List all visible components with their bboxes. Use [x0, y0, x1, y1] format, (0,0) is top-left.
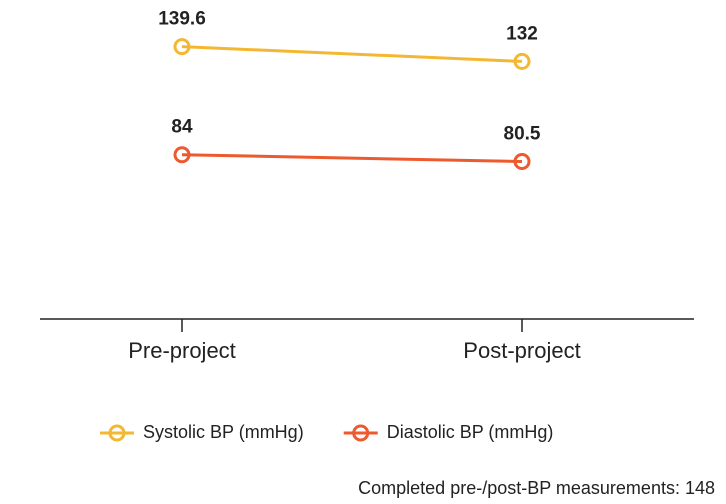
- data-label: 84: [171, 117, 193, 138]
- legend-label: Systolic BP (mmHg): [143, 422, 304, 442]
- legend-marker: [352, 424, 370, 442]
- point: [513, 52, 531, 70]
- point: [173, 146, 191, 164]
- point: [513, 153, 531, 171]
- point: [173, 38, 191, 56]
- note: Completed pre-/post-BP measurements: 148: [358, 478, 715, 498]
- x-tick-label: Pre-project: [128, 338, 236, 363]
- data-label: 80.5: [504, 124, 541, 145]
- x-tick-label: Post-project: [463, 338, 580, 363]
- series-line: [181, 45, 523, 63]
- data-label: 132: [506, 23, 538, 44]
- legend-label: Diastolic BP (mmHg): [387, 422, 554, 442]
- data-label: 139.6: [158, 9, 206, 30]
- series-line: [181, 153, 523, 164]
- legend-marker: [108, 424, 126, 442]
